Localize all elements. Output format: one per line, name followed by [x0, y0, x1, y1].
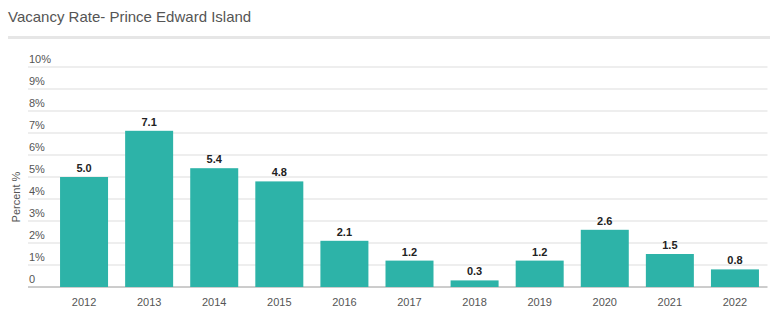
grid-line [28, 67, 768, 68]
y-tick-label: 1% [29, 251, 45, 263]
y-tick-label: 5% [29, 163, 45, 175]
bar [646, 254, 694, 287]
x-tick-label: 2019 [527, 296, 551, 308]
data-label: 7.1 [141, 116, 156, 128]
x-tick-label: 2018 [462, 296, 486, 308]
y-tick-label: 3% [29, 207, 45, 219]
data-label: 1.2 [402, 246, 417, 258]
y-tick-label: 8% [29, 97, 45, 109]
y-tick-label: 10% [29, 53, 51, 65]
chart: Vacancy Rate- Prince Edward Island Percen… [0, 0, 780, 314]
grid-line [28, 111, 768, 112]
data-label: 4.8 [272, 166, 287, 178]
data-label: 2.6 [597, 215, 612, 227]
bars [60, 131, 759, 287]
y-tick-label: 4% [29, 185, 45, 197]
title-rule [8, 36, 770, 39]
bar [581, 230, 629, 287]
title: Vacancy Rate- Prince Edward Island [8, 8, 251, 25]
y-axis-label: Percent % [10, 171, 22, 222]
y-tick-label: 6% [29, 141, 45, 153]
y-tick-label: 2% [29, 229, 45, 241]
x-tick-label: 2017 [397, 296, 421, 308]
data-label: 5.4 [207, 153, 223, 165]
y-tick-label: 0 [29, 273, 35, 285]
bar [516, 261, 564, 287]
x-tick-label: 2014 [202, 296, 226, 308]
x-tick-label: 2022 [723, 296, 747, 308]
data-label: 1.2 [532, 246, 547, 258]
data-label: 0.8 [727, 254, 742, 266]
grid [28, 67, 768, 287]
bar [125, 131, 173, 287]
bar [711, 269, 759, 287]
data-label: 0.3 [467, 265, 482, 277]
data-label: 2.1 [337, 226, 352, 238]
bar [386, 261, 434, 287]
bar [320, 241, 368, 287]
x-tick-label: 2016 [332, 296, 356, 308]
x-tick-label: 2012 [72, 296, 96, 308]
labels: 5.0 7.1 5.4 4.8 2.1 1.2 0.3 1.2 2.6 1.5 0.8 [76, 116, 742, 278]
bar [190, 168, 238, 287]
x-tick-label: 2021 [658, 296, 682, 308]
y-tick-label: 9% [29, 75, 45, 87]
x-tick-label: 2020 [593, 296, 617, 308]
x-tick-label: 2013 [137, 296, 161, 308]
bar [60, 177, 108, 287]
bar [451, 280, 499, 287]
y-tick-label: 7% [29, 119, 45, 131]
data-label: 5.0 [76, 162, 91, 174]
grid-line [28, 89, 768, 90]
x-tick-label: 2015 [267, 296, 291, 308]
bar [255, 181, 303, 287]
data-label: 1.5 [662, 239, 677, 251]
